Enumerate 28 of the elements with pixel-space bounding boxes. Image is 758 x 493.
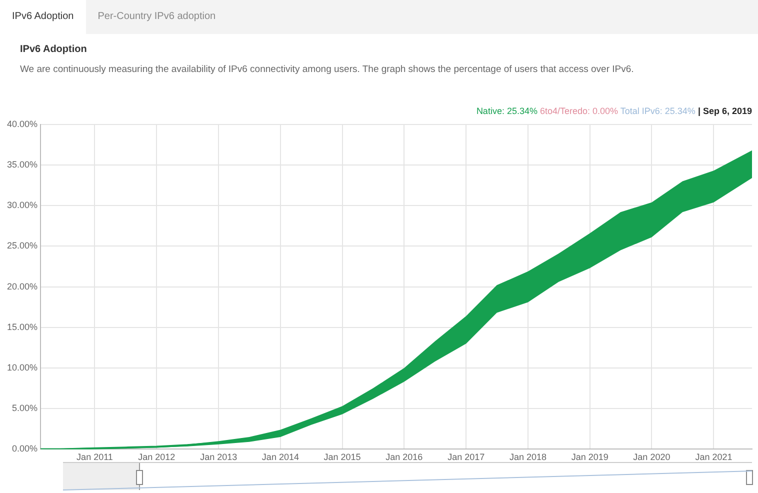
- x-tick-label: Jan 2018: [509, 452, 547, 462]
- text: | Sep 6, 2019: [698, 106, 752, 116]
- text: 6to4/Teredo: 0.00%: [540, 106, 620, 116]
- y-tick-label: 5.00%: [12, 403, 38, 414]
- x-tick-label: Jan 2021: [695, 452, 732, 462]
- x-tick-label: Jan 2019: [571, 452, 608, 462]
- x-tick-label: Jan 2017: [448, 452, 485, 462]
- x-tick-label: Jan 2016: [386, 452, 423, 462]
- x-tick-label: Jan 2013: [200, 452, 238, 462]
- text: Native: 25.34%: [476, 106, 538, 116]
- chart-subtitle: We are continuously measuring the availability of IPv6 connectivity among users. The graph shows the percentage of users that access over IPv6.: [20, 63, 635, 77]
- x-tick-label: Jan 2015: [324, 452, 361, 462]
- text: Total IPv6: 25.34%: [620, 106, 696, 116]
- x-tick-label: Jan 2012: [138, 452, 176, 462]
- y-tick-label: 10.00%: [6, 362, 38, 372]
- y-tick-label: 25.00%: [6, 240, 38, 251]
- x-tick-label: Jan 2014: [262, 452, 299, 462]
- y-tick-label: 40.00%: [6, 118, 38, 129]
- y-tick-label: 20.00%: [6, 281, 38, 292]
- y-tick-label: 30.00%: [6, 200, 38, 210]
- x-tick-label: Jan 2011: [76, 452, 113, 462]
- chart-title: IPv6 Adoption: [20, 44, 87, 55]
- y-tick-label: 35.00%: [6, 159, 38, 170]
- x-tick-label: Jan 2020: [633, 452, 670, 462]
- text: IPv6 Adoption: [0, 0, 86, 34]
- y-tick-label: 0.00%: [12, 444, 38, 454]
- text: Per-Country IPv6 adoption: [96, 10, 217, 24]
- y-tick-label: 15.00%: [6, 322, 38, 332]
